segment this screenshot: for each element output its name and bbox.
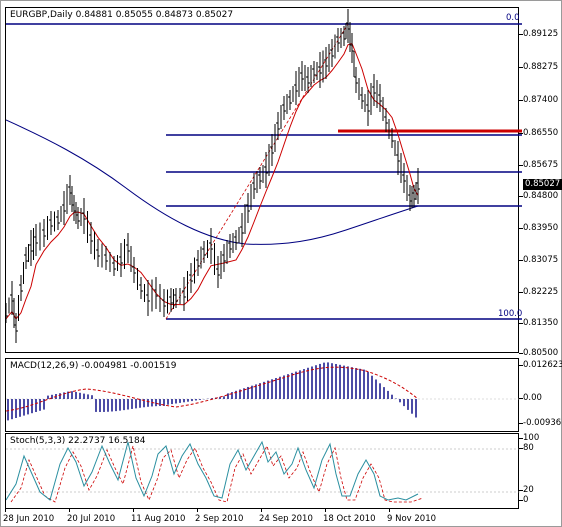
macd-axis: 0.012623 0.00 -0.00936 bbox=[518, 358, 562, 430]
time-axis-label: 9 Nov 2010 bbox=[387, 508, 437, 524]
price-axis-label: 0.83075 bbox=[518, 255, 559, 265]
fib-level-100-label: 100.0 bbox=[498, 309, 523, 319]
stoch-main-line bbox=[6, 440, 419, 501]
stoch-title: Stoch(5,3,3) 22.2737 16.5184 bbox=[10, 436, 146, 446]
price-axis-label: 0.80500 bbox=[518, 348, 559, 358]
price-axis-label: 0.85675 bbox=[518, 160, 559, 170]
price-axis: 0.89125 0.88275 0.87400 0.86550 0.85675 … bbox=[518, 7, 562, 358]
time-axis-label: 20 Jul 2010 bbox=[67, 508, 116, 524]
macd-axis-label: -0.00936 bbox=[518, 418, 562, 428]
time-axis-label: 2 Sep 2010 bbox=[195, 508, 244, 524]
macd-canvas bbox=[6, 362, 522, 421]
price-axis-label: 0.81350 bbox=[518, 318, 559, 328]
price-axis-label: 0.83950 bbox=[518, 223, 559, 233]
stoch-axis-label: 80 bbox=[519, 443, 534, 453]
price-axis-label: 0.88275 bbox=[518, 62, 559, 72]
ohlc-values: 0.84881 0.85055 0.84873 0.85027 bbox=[75, 10, 234, 20]
time-axis-label: 18 Oct 2010 bbox=[323, 508, 376, 524]
price-pane[interactable]: EURGBP,Daily 0.84881 0.85055 0.84873 0.8… bbox=[5, 7, 523, 353]
price-axis-label: 0.87400 bbox=[518, 95, 559, 105]
time-axis-label: 24 Sep 2010 bbox=[259, 508, 313, 524]
stoch-axis-label: 20 bbox=[519, 485, 534, 495]
stoch-axis: 100 80 20 0 bbox=[518, 433, 562, 507]
fibonacci-trend-line bbox=[165, 23, 349, 320]
chart-title: EURGBP,Daily 0.84881 0.85055 0.84873 0.8… bbox=[10, 10, 233, 20]
price-axis-label: 0.84800 bbox=[518, 191, 559, 201]
stoch-canvas bbox=[6, 440, 522, 503]
time-axis-label: 28 Jun 2010 bbox=[3, 508, 55, 524]
stoch-signal-line bbox=[10, 444, 424, 503]
macd-title: MACD(12,26,9) -0.004981 -0.001519 bbox=[10, 361, 177, 371]
price-axis-label: 0.89125 bbox=[518, 29, 559, 39]
fib-level-0-label: 0.0 bbox=[506, 13, 520, 23]
stoch-pane[interactable]: Stoch(5,3,3) 22.2737 16.5184 bbox=[5, 433, 522, 509]
symbol-timeframe: EURGBP,Daily bbox=[10, 10, 73, 20]
price-chart-canvas bbox=[6, 9, 522, 343]
macd-signal-line bbox=[6, 366, 419, 412]
macd-pane[interactable]: MACD(12,26,9) -0.004981 -0.001519 bbox=[5, 358, 522, 432]
moving-average-slow bbox=[6, 119, 419, 245]
time-axis-label: 11 Aug 2010 bbox=[131, 508, 186, 524]
stoch-axis-label: 100 bbox=[518, 433, 540, 443]
time-axis: 28 Jun 2010 20 Jul 2010 11 Aug 2010 2 Se… bbox=[3, 508, 521, 526]
current-price-tag: 0.85027 bbox=[523, 179, 562, 190]
macd-axis-label: 0.00 bbox=[519, 393, 542, 403]
stoch-axis-label: 0 bbox=[518, 495, 529, 505]
macd-axis-label: 0.012623 bbox=[519, 360, 562, 370]
price-axis-label: 0.86550 bbox=[518, 128, 559, 138]
price-axis-label: 0.82225 bbox=[518, 287, 559, 297]
